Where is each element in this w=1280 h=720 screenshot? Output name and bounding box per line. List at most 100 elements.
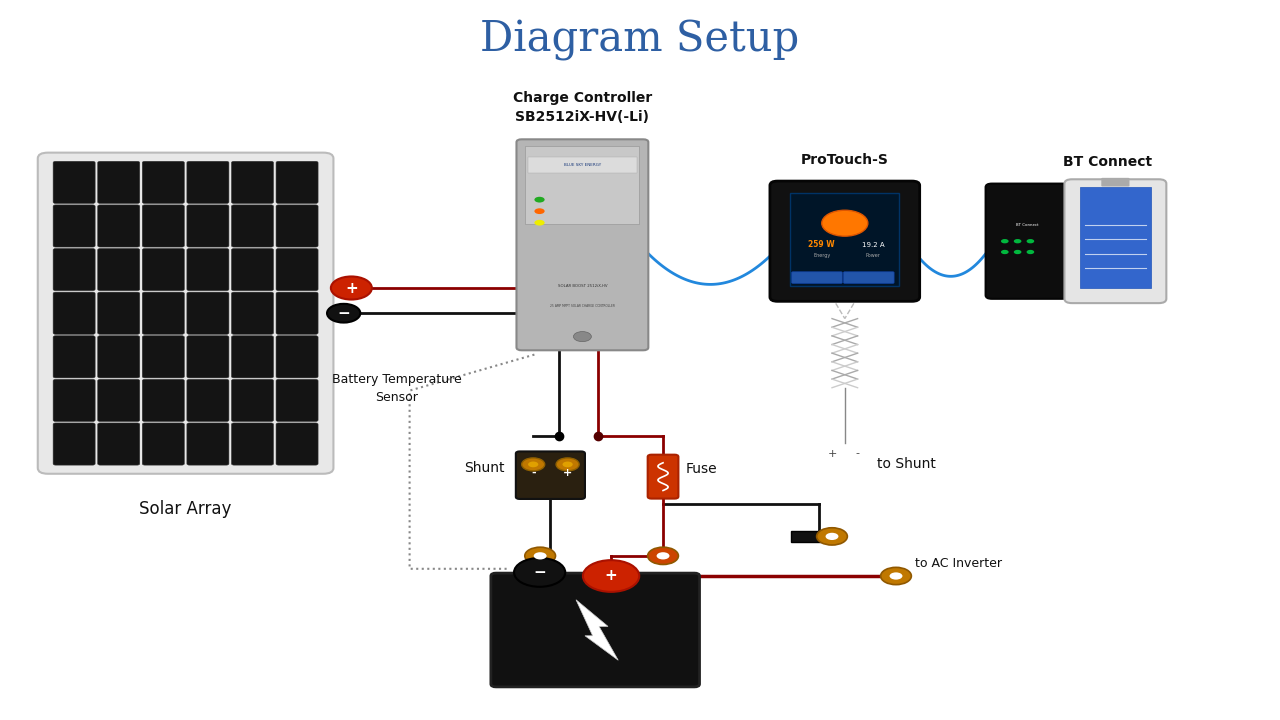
Text: Power: Power	[865, 253, 881, 258]
FancyBboxPatch shape	[492, 573, 699, 687]
FancyBboxPatch shape	[52, 205, 95, 247]
Circle shape	[822, 210, 868, 236]
Polygon shape	[576, 600, 618, 660]
Text: BLUE SKY ENERGY: BLUE SKY ENERGY	[563, 163, 602, 167]
FancyBboxPatch shape	[52, 336, 95, 378]
FancyBboxPatch shape	[232, 292, 274, 334]
FancyBboxPatch shape	[52, 379, 95, 421]
FancyBboxPatch shape	[771, 181, 920, 302]
Circle shape	[535, 208, 545, 214]
Text: -: -	[531, 468, 535, 478]
FancyBboxPatch shape	[276, 161, 317, 204]
Circle shape	[890, 572, 902, 580]
Text: -: -	[855, 449, 860, 459]
FancyBboxPatch shape	[187, 205, 229, 247]
Circle shape	[582, 560, 639, 592]
Circle shape	[534, 552, 547, 559]
FancyBboxPatch shape	[142, 205, 184, 247]
FancyBboxPatch shape	[276, 379, 317, 421]
Text: +: +	[604, 569, 617, 583]
Circle shape	[1027, 250, 1034, 254]
Text: Diagram Setup: Diagram Setup	[480, 19, 800, 60]
Text: to Shunt: to Shunt	[877, 457, 936, 472]
FancyBboxPatch shape	[52, 292, 95, 334]
FancyBboxPatch shape	[232, 248, 274, 291]
Text: 259 W: 259 W	[809, 240, 835, 249]
Circle shape	[826, 533, 838, 540]
FancyBboxPatch shape	[276, 248, 317, 291]
Circle shape	[535, 197, 545, 202]
FancyBboxPatch shape	[517, 140, 649, 351]
Text: 19.2 A: 19.2 A	[861, 242, 884, 248]
FancyBboxPatch shape	[187, 248, 229, 291]
FancyBboxPatch shape	[187, 292, 229, 334]
FancyBboxPatch shape	[187, 423, 229, 465]
Text: to AC Inverter: to AC Inverter	[915, 557, 1002, 570]
Circle shape	[1001, 250, 1009, 254]
FancyBboxPatch shape	[97, 161, 140, 204]
Circle shape	[1001, 239, 1009, 243]
FancyBboxPatch shape	[232, 161, 274, 204]
Circle shape	[556, 458, 579, 471]
FancyBboxPatch shape	[232, 423, 274, 465]
Text: Battery Temperature
Sensor: Battery Temperature Sensor	[332, 373, 462, 405]
FancyBboxPatch shape	[97, 423, 140, 465]
Circle shape	[1014, 239, 1021, 243]
Text: SB2512iX-HV(-Li): SB2512iX-HV(-Li)	[516, 110, 649, 124]
Text: BT Connect: BT Connect	[1062, 156, 1152, 169]
Text: Charge Controller: Charge Controller	[513, 91, 652, 105]
FancyBboxPatch shape	[97, 379, 140, 421]
Circle shape	[562, 462, 572, 467]
FancyBboxPatch shape	[516, 451, 585, 499]
FancyBboxPatch shape	[142, 423, 184, 465]
Text: +: +	[827, 449, 837, 459]
FancyBboxPatch shape	[844, 271, 895, 284]
FancyBboxPatch shape	[142, 292, 184, 334]
FancyBboxPatch shape	[791, 192, 900, 287]
FancyBboxPatch shape	[52, 161, 95, 204]
FancyBboxPatch shape	[142, 336, 184, 378]
Circle shape	[817, 528, 847, 545]
FancyBboxPatch shape	[97, 248, 140, 291]
FancyBboxPatch shape	[97, 336, 140, 378]
FancyBboxPatch shape	[276, 423, 317, 465]
FancyBboxPatch shape	[37, 153, 333, 474]
Circle shape	[881, 567, 911, 585]
FancyBboxPatch shape	[791, 531, 822, 542]
FancyBboxPatch shape	[276, 205, 317, 247]
Text: ProTouch-S: ProTouch-S	[801, 153, 888, 168]
Text: BT Connect: BT Connect	[1016, 223, 1038, 227]
FancyBboxPatch shape	[1101, 178, 1129, 186]
Text: 25 AMP MPPT SOLAR CHARGE CONTROLLER: 25 AMP MPPT SOLAR CHARGE CONTROLLER	[550, 305, 614, 308]
FancyBboxPatch shape	[1065, 179, 1166, 303]
FancyBboxPatch shape	[276, 292, 317, 334]
FancyBboxPatch shape	[232, 205, 274, 247]
Circle shape	[573, 331, 591, 342]
Text: −: −	[338, 306, 349, 320]
Circle shape	[328, 304, 361, 323]
FancyBboxPatch shape	[52, 423, 95, 465]
FancyBboxPatch shape	[276, 336, 317, 378]
FancyBboxPatch shape	[142, 161, 184, 204]
Circle shape	[515, 558, 566, 587]
FancyBboxPatch shape	[142, 379, 184, 421]
Circle shape	[330, 276, 372, 300]
FancyBboxPatch shape	[529, 157, 637, 173]
Circle shape	[535, 220, 545, 225]
FancyBboxPatch shape	[1080, 187, 1151, 288]
FancyBboxPatch shape	[187, 379, 229, 421]
FancyBboxPatch shape	[648, 455, 678, 499]
FancyBboxPatch shape	[526, 146, 640, 225]
Text: Solar Array: Solar Array	[140, 500, 232, 518]
FancyBboxPatch shape	[97, 292, 140, 334]
FancyBboxPatch shape	[232, 379, 274, 421]
Circle shape	[648, 547, 678, 564]
Text: +: +	[346, 281, 357, 295]
Text: Fuse: Fuse	[686, 462, 718, 477]
Circle shape	[1014, 250, 1021, 254]
FancyBboxPatch shape	[52, 248, 95, 291]
Text: SOLAR BOOST 2512iX-HV: SOLAR BOOST 2512iX-HV	[558, 284, 607, 288]
Circle shape	[1027, 239, 1034, 243]
Circle shape	[657, 552, 669, 559]
FancyBboxPatch shape	[142, 248, 184, 291]
